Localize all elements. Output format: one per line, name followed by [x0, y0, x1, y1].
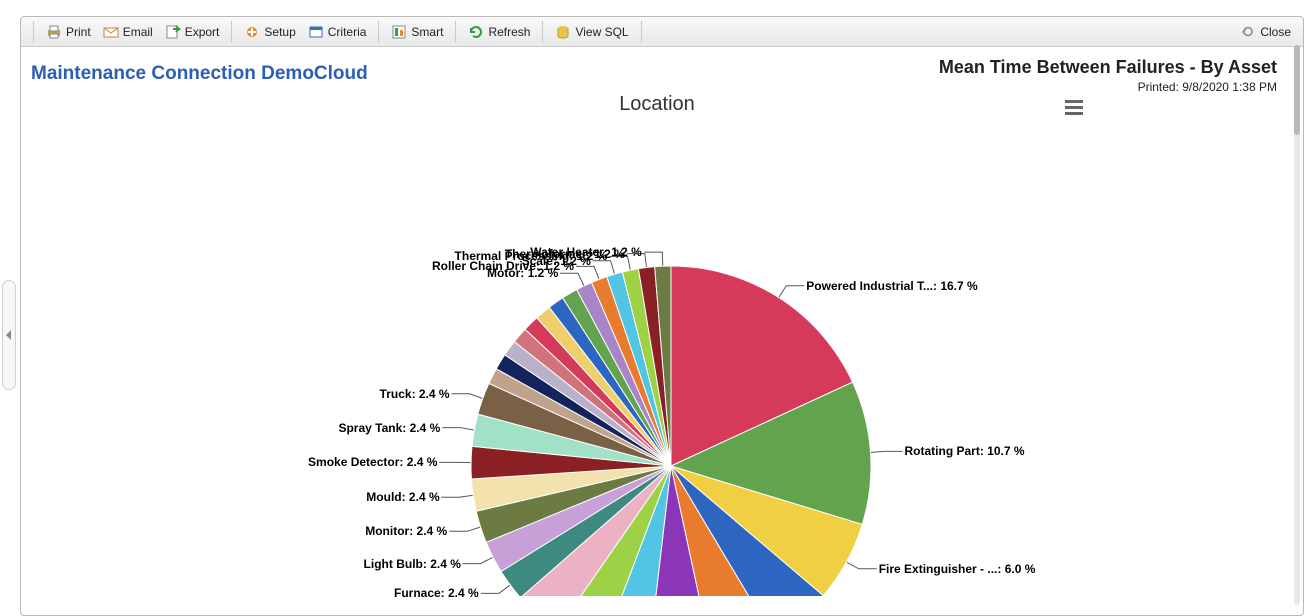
print-button[interactable]: Print: [40, 20, 97, 44]
slice-label: Furnace: 2.4 %: [394, 586, 479, 600]
slice-label: Truck: 2.4 %: [380, 387, 450, 401]
setup-button[interactable]: Setup: [238, 20, 301, 44]
slice-label: Light Bulb: 2.4 %: [364, 557, 461, 571]
report-title: Mean Time Between Failures - By Asset: [939, 57, 1277, 78]
slice-label: Fire Extinguisher - ...: 6.0 %: [879, 562, 1036, 576]
slice-label: Powered Industrial T...: 16.7 %: [806, 279, 977, 293]
export-label: Export: [185, 25, 220, 39]
setup-icon: [244, 24, 260, 40]
scrollbar-thumb[interactable]: [1294, 45, 1300, 135]
view-sql-button[interactable]: View SQL: [549, 20, 634, 44]
chart-title: Location: [31, 93, 1283, 116]
vertical-scrollbar[interactable]: [1294, 45, 1300, 605]
printed-timestamp: Printed: 9/8/2020 1:38 PM: [939, 80, 1277, 94]
smart-label: Smart: [411, 25, 443, 39]
setup-label: Setup: [264, 25, 295, 39]
envelope-icon: [103, 24, 119, 40]
refresh-button[interactable]: Refresh: [462, 20, 536, 44]
slice-label: Smoke Detector: 2.4 %: [308, 455, 437, 469]
refresh-label: Refresh: [488, 25, 530, 39]
smart-button[interactable]: Smart: [385, 20, 449, 44]
criteria-button[interactable]: Criteria: [302, 20, 373, 44]
print-label: Print: [66, 25, 91, 39]
report-frame: Print Email Export Setup: [20, 16, 1304, 616]
slice-label: Spray Tank: 2.4 %: [338, 421, 440, 435]
close-label: Close: [1260, 25, 1291, 39]
export-button[interactable]: Export: [159, 20, 226, 44]
slice-label: Water Heater: 1.2 %: [530, 245, 642, 259]
undo-icon: [1240, 24, 1256, 40]
email-button[interactable]: Email: [97, 20, 159, 44]
view-sql-label: View SQL: [575, 25, 628, 39]
export-icon: [165, 24, 181, 40]
email-label: Email: [123, 25, 153, 39]
sql-icon: [555, 24, 571, 40]
refresh-icon: [468, 24, 484, 40]
slice-label: Rotating Part: 10.7 %: [905, 444, 1025, 458]
pie-chart: Powered Industrial T...: 16.7 % Rotating …: [31, 116, 1283, 596]
smart-icon: [391, 24, 407, 40]
chart-menu-button[interactable]: [1065, 97, 1083, 118]
slice-label: Monitor: 2.4 %: [365, 524, 447, 538]
criteria-icon: [308, 24, 324, 40]
printer-icon: [46, 24, 62, 40]
toolbar: Print Email Export Setup: [21, 17, 1303, 47]
slice-label: Mould: 2.4 %: [366, 490, 439, 504]
chart-area: Location Powered Industrial T...: 16.7 %…: [31, 93, 1283, 613]
sidebar-expand-handle[interactable]: [2, 280, 16, 390]
criteria-label: Criteria: [328, 25, 367, 39]
close-button[interactable]: Close: [1234, 20, 1297, 44]
